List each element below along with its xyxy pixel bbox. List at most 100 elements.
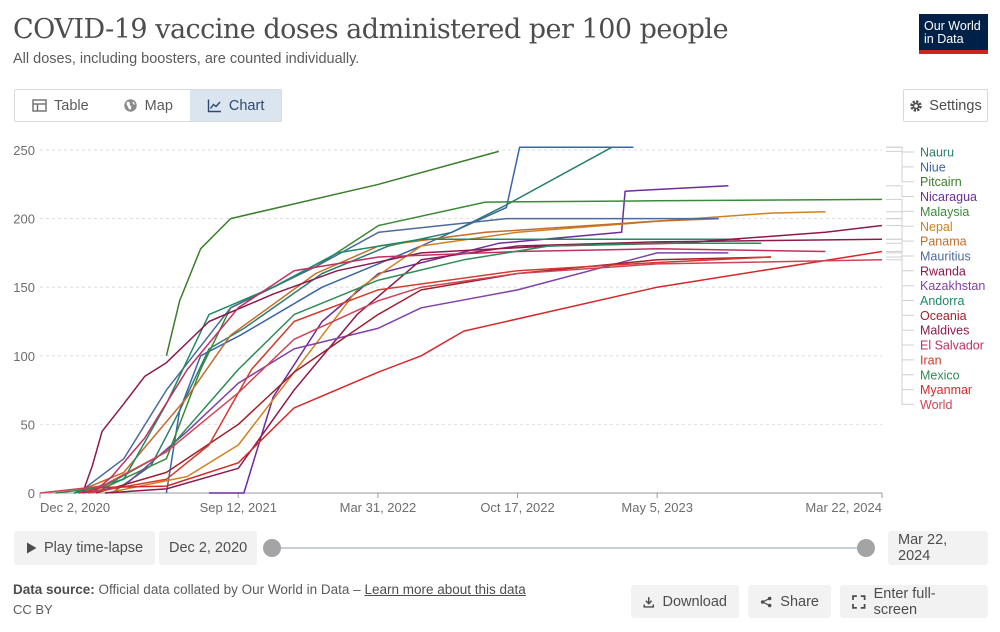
end-date-box[interactable]: Mar 22, 2024 (888, 531, 988, 565)
settings-button[interactable]: Settings (903, 89, 988, 122)
data-source: Data source: Official data collated by O… (13, 582, 526, 597)
y-tick-label: 50 (21, 417, 35, 432)
legend-label[interactable]: Malaysia (920, 205, 969, 219)
series-line-myanmar[interactable] (78, 250, 883, 494)
series-line-el-salvador[interactable] (91, 248, 826, 494)
fullscreen-button[interactable]: Enter full-screen (840, 585, 988, 618)
logo-line1: Our World (924, 19, 981, 33)
legend-label[interactable]: Nicaragua (920, 190, 977, 204)
legend-label[interactable]: Andorra (920, 294, 965, 308)
legend-connector (886, 238, 914, 272)
grid-lines (40, 149, 882, 425)
legend-connector (886, 259, 914, 405)
y-tick-label: 250 (13, 143, 35, 158)
series-lines (39, 146, 883, 494)
download-icon (643, 596, 655, 608)
fullscreen-label: Enter full-screen (873, 585, 936, 618)
share-label: Share (780, 593, 819, 610)
legend-label[interactable]: Maldives (920, 324, 969, 338)
x-tick-label: Oct 17, 2022 (480, 500, 554, 515)
line-chart: 0 50 100 150 200 250 Dec 2, 2020 Sep 12, 2021 M… (13, 143, 985, 515)
table-icon (32, 99, 47, 112)
legend-label[interactable]: Mexico (920, 368, 960, 382)
series-line-kazakhstan[interactable] (82, 252, 729, 494)
y-axis: 0 50 100 150 200 250 (13, 143, 35, 501)
legend-label[interactable]: Kazakhstan (920, 279, 985, 293)
series-line-nauru[interactable] (111, 146, 613, 494)
series-line-oceania[interactable] (95, 256, 772, 494)
legend-connector (886, 185, 914, 197)
expand-icon (852, 594, 866, 609)
legend-connector (886, 218, 914, 242)
legend-label[interactable]: Iran (920, 353, 942, 367)
tab-map[interactable]: Map (106, 90, 190, 121)
series-line-pitcairn[interactable] (165, 150, 499, 356)
source-text: Official data collated by Our World in D… (98, 582, 361, 597)
play-icon (27, 542, 37, 554)
x-tick-label: May 5, 2023 (621, 500, 693, 515)
share-button[interactable]: Share (748, 585, 831, 618)
tab-map-label: Map (144, 97, 173, 114)
start-date-box[interactable]: Dec 2, 2020 (159, 531, 258, 565)
series-line-panama[interactable] (73, 217, 719, 494)
download-button[interactable]: Download (631, 585, 739, 618)
series-line-nicaragua[interactable] (209, 184, 729, 494)
y-tick-label: 0 (28, 486, 35, 501)
series-line-rwanda[interactable] (104, 238, 883, 494)
legend-label[interactable]: Nauru (920, 146, 954, 160)
x-axis: Dec 2, 2020 Sep 12, 2021 Mar 31, 2022 Oct 1… (39, 492, 883, 515)
chart-title: COVID-19 vaccine doses administered per … (13, 14, 729, 45)
legend-connector (886, 238, 914, 301)
legend-connector (886, 251, 914, 346)
settings-label: Settings (929, 97, 982, 114)
learn-more-link[interactable]: Learn more about this data (364, 582, 526, 597)
owid-logo[interactable]: Our World in Data (919, 14, 988, 54)
series-line-nepal[interactable] (106, 210, 826, 494)
legend-connector (886, 252, 914, 287)
tab-table-label: Table (54, 97, 89, 114)
legend-label[interactable]: Panama (920, 235, 967, 249)
view-tabs: Table Map Chart (14, 89, 283, 122)
timeline-start-handle[interactable] (263, 539, 281, 557)
legend-label[interactable]: Nepal (920, 220, 953, 234)
timeline-controls: Play time-lapse Dec 2, 2020 Mar 22, 2024 (14, 531, 988, 565)
legend-label[interactable]: Rwanda (920, 264, 966, 278)
y-tick-label: 200 (13, 212, 35, 227)
y-tick-label: 100 (13, 349, 35, 364)
x-tick-label: Dec 2, 2020 (40, 500, 110, 515)
x-tick-label: Mar 22, 2024 (805, 500, 882, 515)
chart-subtitle: All doses, including boosters, are count… (13, 51, 360, 67)
play-timelapse-button[interactable]: Play time-lapse (14, 531, 156, 565)
download-label: Download (662, 593, 728, 610)
legend-label[interactable]: Niue (920, 160, 946, 174)
x-tick-label: Mar 31, 2022 (340, 500, 417, 515)
series-line-malaysia[interactable] (101, 198, 883, 490)
series-line-andorra[interactable] (74, 238, 741, 494)
legend-label[interactable]: World (920, 398, 952, 412)
series-line-maldives[interactable] (81, 224, 883, 494)
legend-connector (886, 198, 914, 212)
timeline-end-handle[interactable] (857, 539, 875, 557)
legend-label[interactable]: Oceania (920, 309, 967, 323)
y-tick-label: 150 (13, 280, 35, 295)
globe-icon (123, 99, 137, 112)
tab-chart-label: Chart (228, 97, 265, 114)
line-chart-icon (207, 99, 221, 113)
tab-table[interactable]: Table (15, 90, 106, 121)
series-line-mexico[interactable] (55, 242, 762, 494)
legend-label[interactable]: El Salvador (920, 339, 984, 353)
tab-chart[interactable]: Chart (189, 90, 282, 121)
series-line-niue[interactable] (165, 146, 634, 494)
source-label: Data source: (13, 582, 95, 597)
share-icon (760, 596, 772, 607)
series-line-iran[interactable] (88, 256, 772, 494)
legend-label[interactable]: Pitcairn (920, 175, 962, 189)
play-label: Play time-lapse (44, 540, 144, 556)
legend-connector (886, 218, 914, 257)
legend-label[interactable]: Mauritius (920, 249, 971, 263)
series-line-world[interactable] (39, 259, 883, 494)
legend-label[interactable]: Myanmar (920, 383, 972, 397)
legend-connector (886, 242, 914, 376)
timeline-track[interactable] (272, 547, 866, 549)
x-tick-label: Sep 12, 2021 (200, 500, 277, 515)
